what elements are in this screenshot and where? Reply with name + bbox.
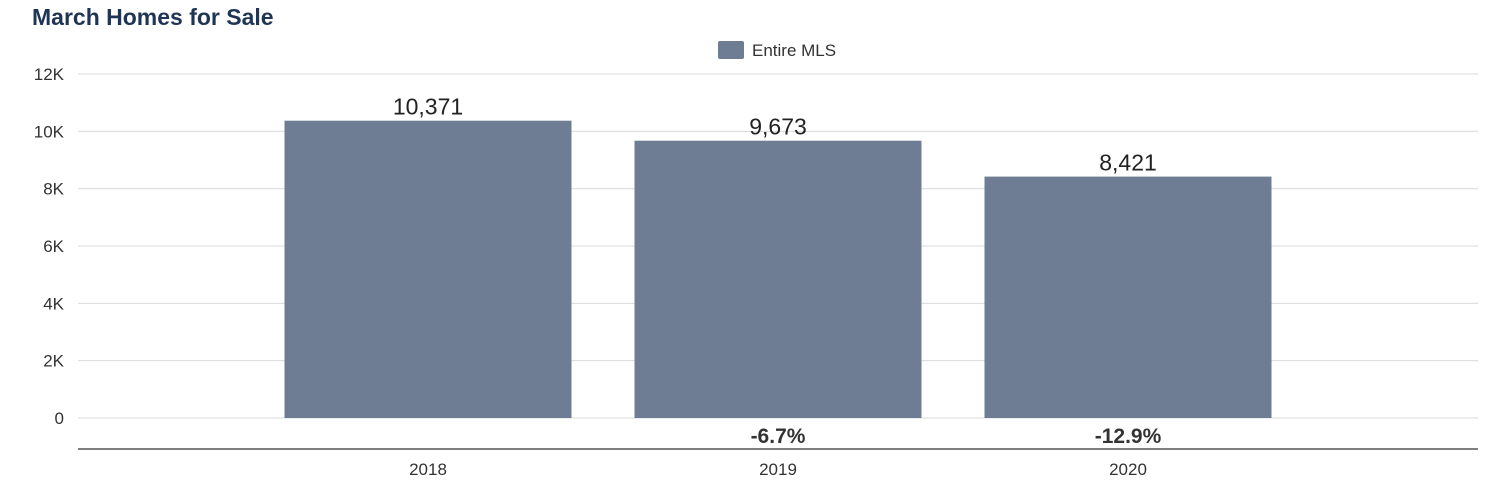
data-label: 9,673 [749,114,807,140]
y-tick-label: 2K [43,352,64,371]
legend: Entire MLS [718,41,836,60]
y-tick-label: 8K [43,180,64,199]
bar [984,176,1272,418]
change-label: -12.9% [1095,425,1162,448]
x-tick-label: 2018 [409,460,447,479]
y-axis-ticks: 0 2K 4K 6K 8K 10K 12K [34,65,65,428]
y-tick-label: 0 [55,409,64,428]
x-tick-label: 2020 [1109,460,1147,479]
bar [284,120,572,418]
y-tick-label: 10K [34,122,65,141]
y-tick-label: 4K [43,294,64,313]
data-label: 10,371 [393,94,463,120]
data-label: 8,421 [1099,150,1157,176]
y-tick-label: 6K [43,237,64,256]
data-labels: 10,371 9,673 8,421 [393,94,1157,176]
change-labels: -6.7% -12.9% [751,425,1162,448]
legend-label: Entire MLS [752,41,836,60]
y-tick-label: 12K [34,65,65,84]
x-tick-label: 2019 [759,460,797,479]
change-label: -6.7% [751,425,806,448]
chart-title: March Homes for Sale [32,4,274,30]
legend-swatch [718,41,744,59]
bars [284,120,1272,418]
bar [634,140,922,418]
x-axis-ticks: 2018 2019 2020 [409,460,1147,479]
